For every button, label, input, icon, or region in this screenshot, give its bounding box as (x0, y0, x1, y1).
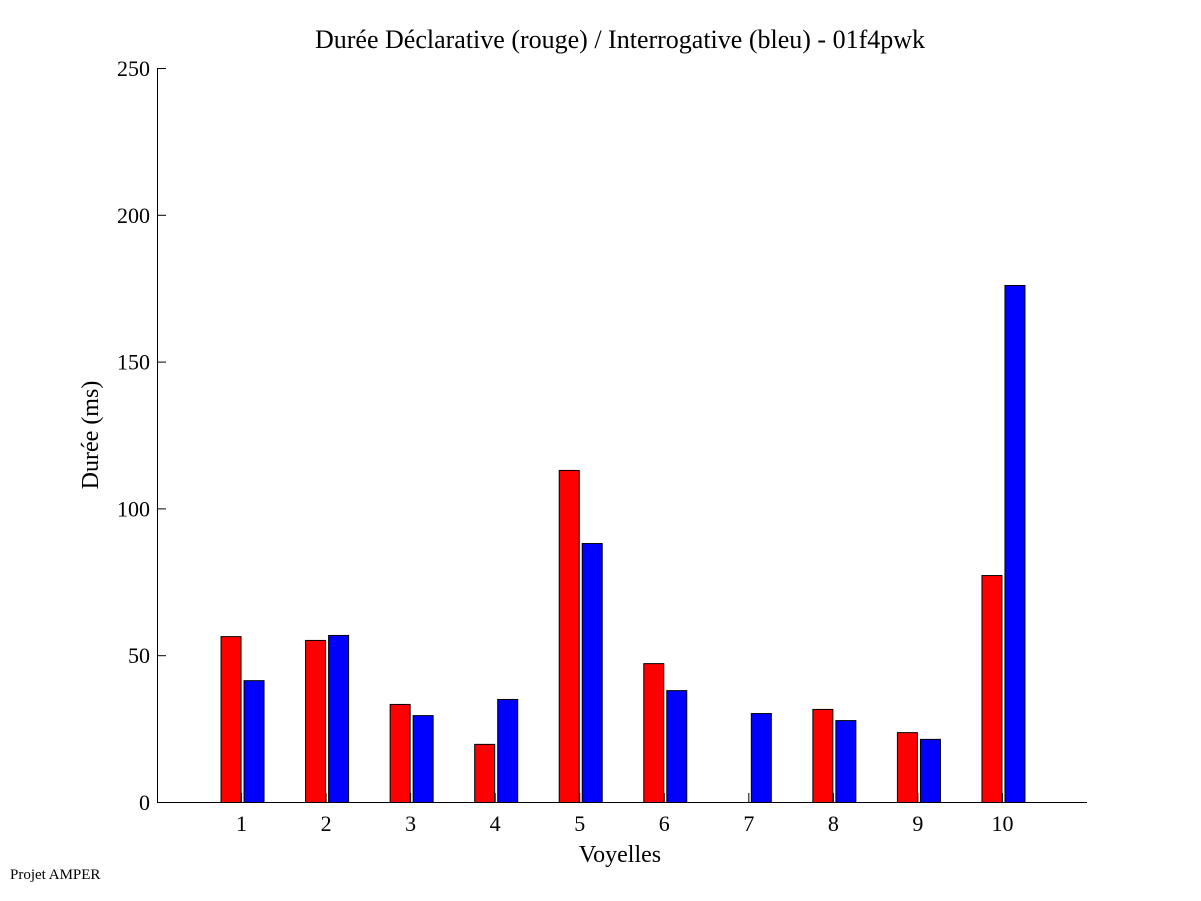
y-tick-label: 50 (128, 643, 150, 668)
y-tick-label: 250 (117, 56, 150, 81)
bar-interrogative-3 (412, 715, 434, 804)
x-tick-label: 7 (743, 811, 754, 836)
x-tick-label: 1 (236, 811, 247, 836)
x-tick-label: 5 (574, 811, 585, 836)
bar-interrogative-4 (497, 698, 519, 804)
chart-title: Durée Déclarative (rouge) / Interrogativ… (315, 25, 925, 54)
x-tick-label: 4 (490, 811, 501, 836)
bar-interrogative-1 (243, 680, 265, 804)
y-tick-label: 200 (117, 203, 150, 228)
x-tick-label: 8 (828, 811, 839, 836)
y-tick-label: 100 (117, 496, 150, 521)
x-tick-label: 6 (659, 811, 670, 836)
bar-declarative-3 (389, 703, 411, 804)
bar-interrogative-8 (835, 720, 857, 803)
bar-interrogative-10 (1004, 284, 1026, 803)
bar-declarative-8 (812, 708, 834, 803)
bar-declarative-2 (305, 639, 327, 803)
x-tick-label: 3 (405, 811, 416, 836)
bar-declarative-9 (896, 732, 918, 804)
bar-declarative-4 (474, 743, 496, 803)
bar-interrogative-5 (581, 543, 603, 803)
y-tick-label: 0 (139, 790, 150, 815)
bar-declarative-10 (981, 575, 1003, 803)
x-tick-label: 9 (912, 811, 923, 836)
bar-declarative-1 (220, 636, 242, 804)
bar-declarative-6 (643, 663, 665, 803)
bar-interrogative-7 (750, 713, 772, 803)
bar-interrogative-9 (919, 738, 941, 803)
footer-text: Projet AMPER (10, 867, 100, 883)
x-axis-label: Voyelles (579, 842, 661, 868)
y-tick-label: 150 (117, 350, 150, 375)
bar-interrogative-2 (328, 634, 350, 803)
y-axis-label: Durée (ms) (78, 381, 104, 490)
bar-declarative-5 (558, 469, 580, 803)
bar-interrogative-6 (666, 690, 688, 804)
x-tick-label: 2 (321, 811, 332, 836)
x-tick-label: 10 (991, 811, 1013, 836)
